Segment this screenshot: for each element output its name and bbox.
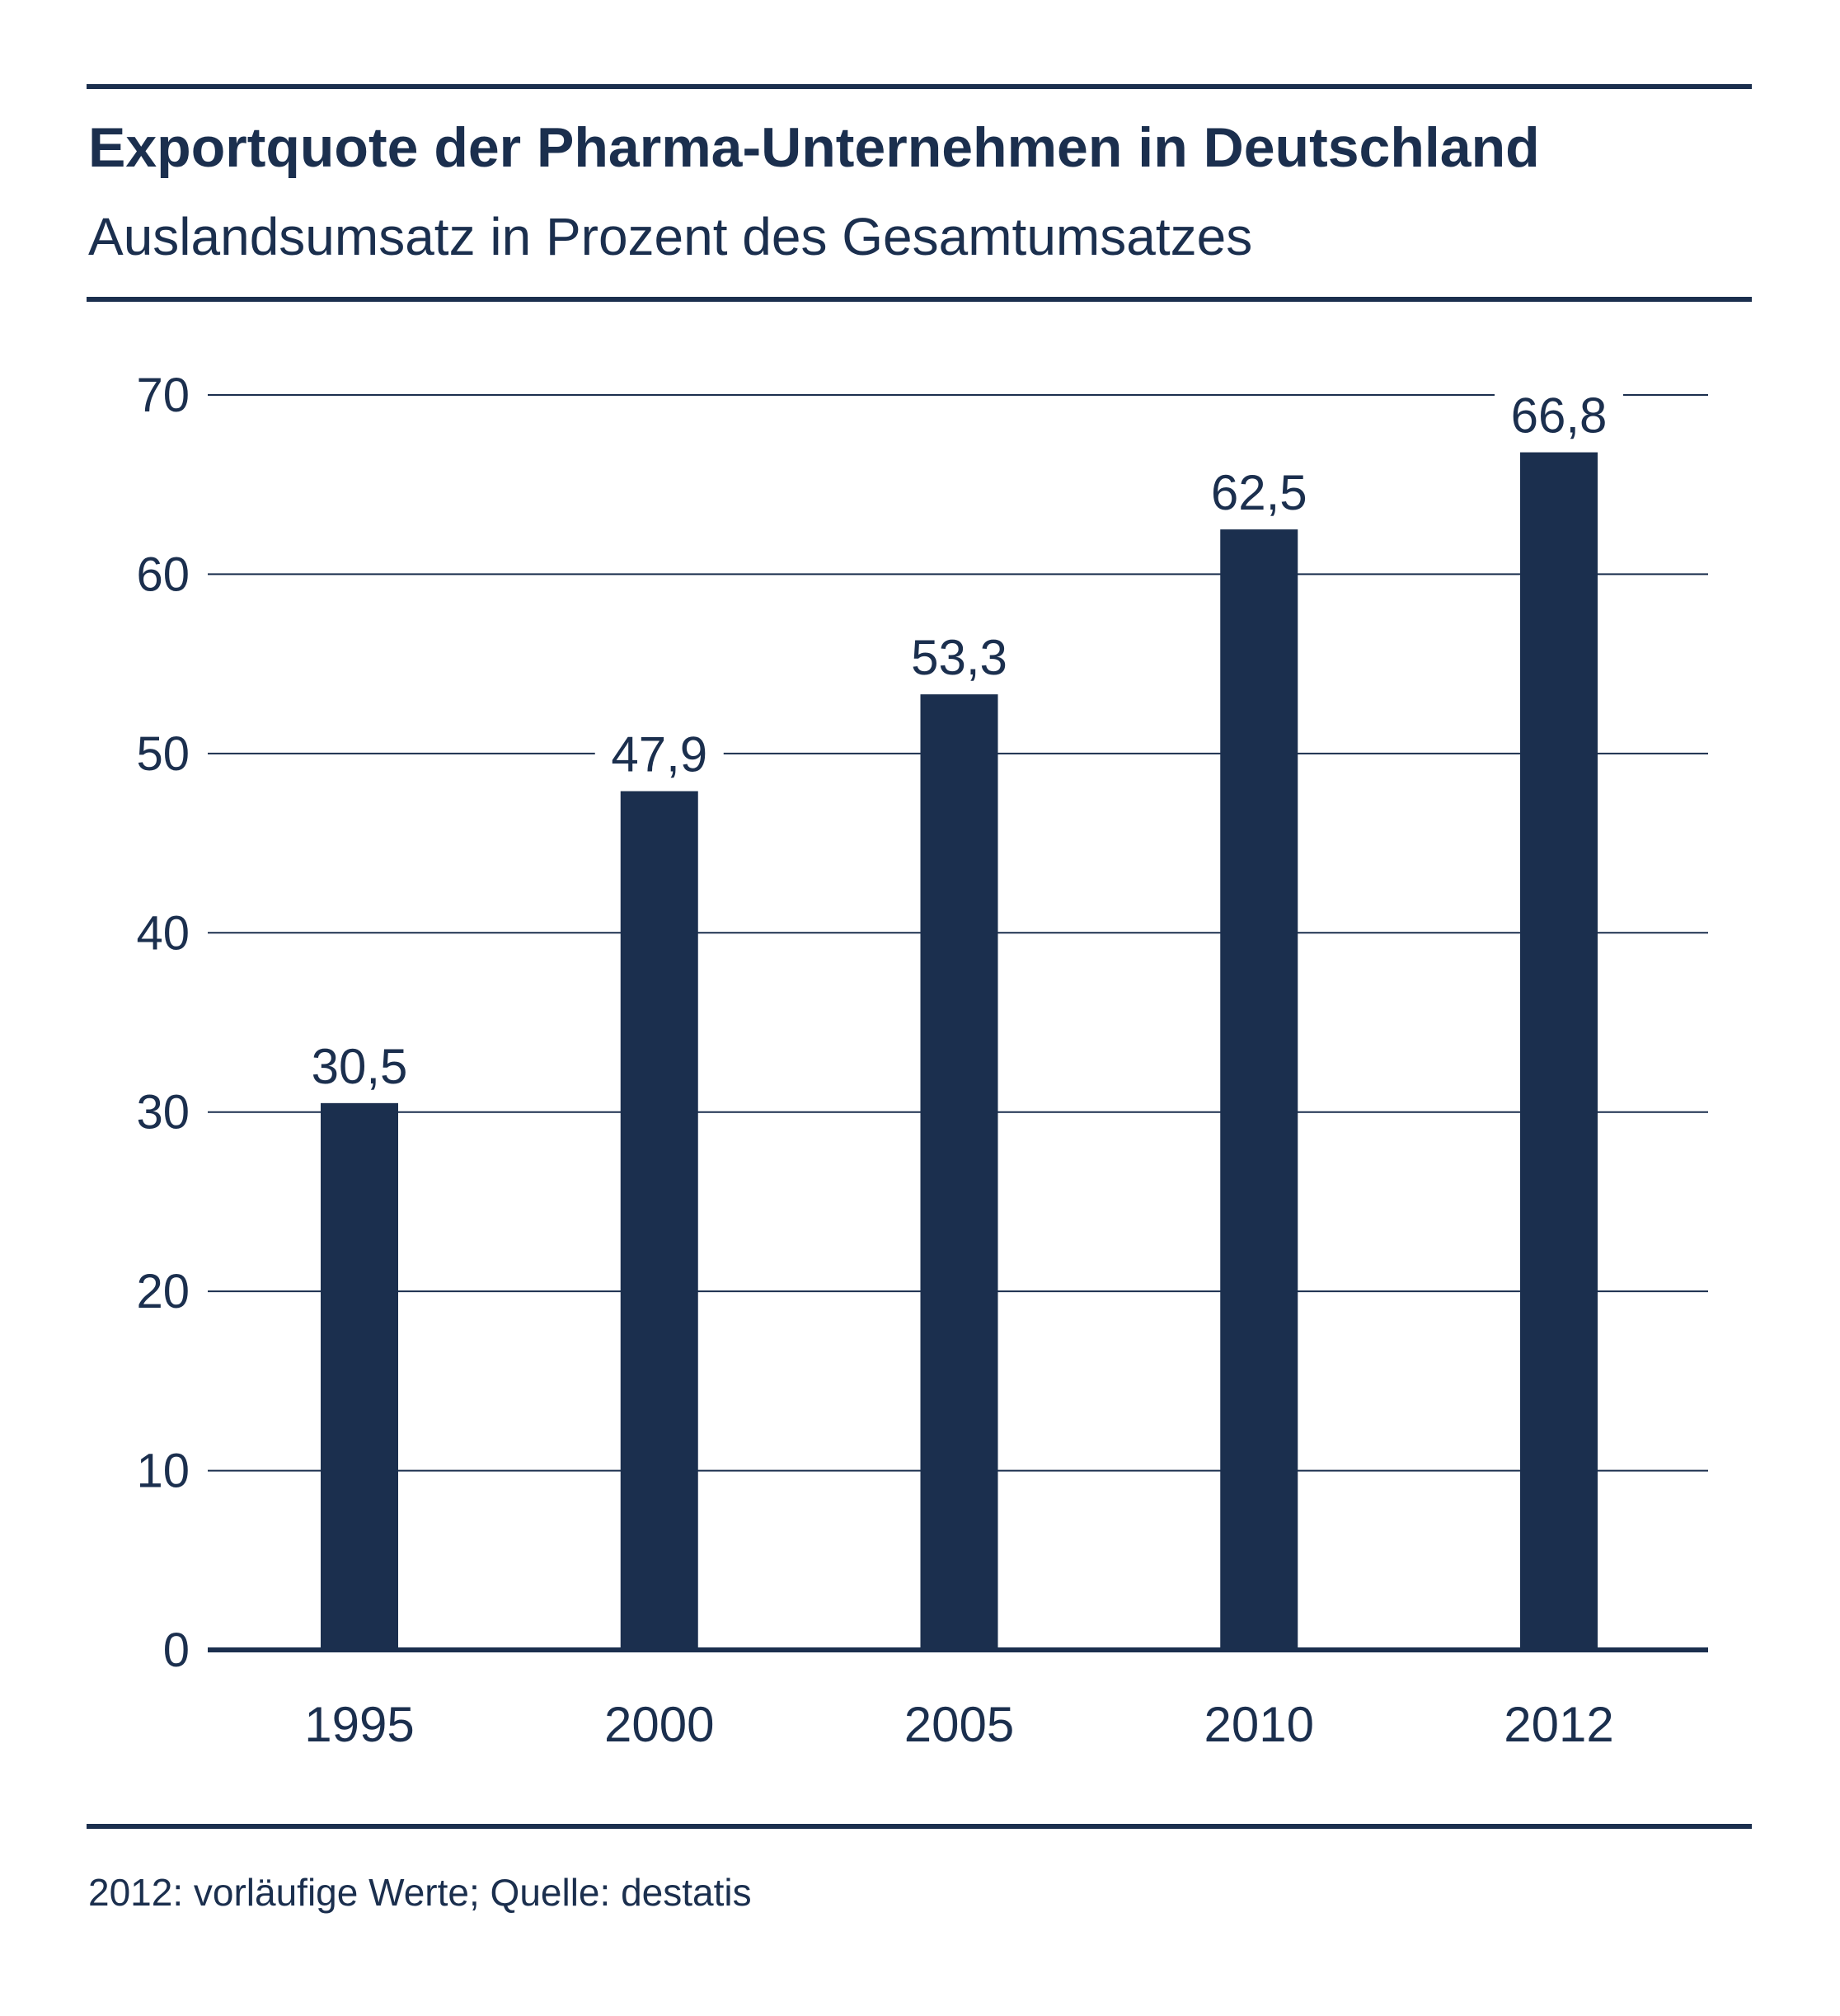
- y-tick-label: 20: [136, 1265, 190, 1318]
- header-rule: [87, 297, 1752, 302]
- x-tick-label: 2005: [904, 1697, 1014, 1752]
- bar: [620, 791, 698, 1651]
- bar-value-label: 66,8: [1511, 388, 1608, 444]
- bar: [1220, 529, 1298, 1650]
- y-tick-label: 40: [136, 906, 190, 960]
- value-label-bg: [1495, 388, 1623, 439]
- bar-value-label: 30,5: [312, 1039, 408, 1094]
- bar: [1520, 452, 1598, 1650]
- bar: [920, 694, 998, 1650]
- top-rule: [87, 84, 1752, 89]
- y-tick-label: 50: [136, 727, 190, 781]
- value-label-bg: [295, 1038, 424, 1090]
- footnote: 2012: vorläufige Werte; Quelle: destatis: [88, 1871, 752, 1914]
- bars: [321, 452, 1598, 1651]
- bar-value-label: 47,9: [611, 727, 707, 782]
- x-tick-label: 2010: [1204, 1697, 1314, 1752]
- y-tick-label: 10: [136, 1445, 190, 1498]
- bar-chart: 0 10 20 30 40 50 60 70 30,5 1995 47,9 2000 53,3 2005 6…: [136, 369, 1708, 1752]
- chart-subtitle: Auslandsumsatz in Prozent des Gesamtumsa…: [88, 207, 1253, 266]
- x-tick-label: 2012: [1504, 1697, 1613, 1752]
- y-tick-label: 70: [136, 369, 190, 422]
- bar: [321, 1102, 398, 1650]
- chart-title: Exportquote der Pharma-Unternehmen in De…: [88, 116, 1540, 179]
- footer-rule: [87, 1824, 1752, 1829]
- x-tick-label: 1995: [304, 1697, 414, 1752]
- y-tick-label: 60: [136, 547, 190, 601]
- x-tick-label: 2000: [604, 1697, 714, 1752]
- labels: 0 10 20 30 40 50 60 70 30,5 1995 47,9 2000 53,3 2005 6…: [136, 369, 1623, 1752]
- value-label-bg: [594, 726, 724, 778]
- bar-value-label: 53,3: [911, 630, 1007, 685]
- value-label-bg: [894, 630, 1024, 682]
- y-tick-label: 30: [136, 1086, 190, 1140]
- bar-value-label: 62,5: [1211, 465, 1307, 520]
- y-tick-label: 0: [163, 1624, 190, 1677]
- value-label-bg: [1195, 465, 1324, 517]
